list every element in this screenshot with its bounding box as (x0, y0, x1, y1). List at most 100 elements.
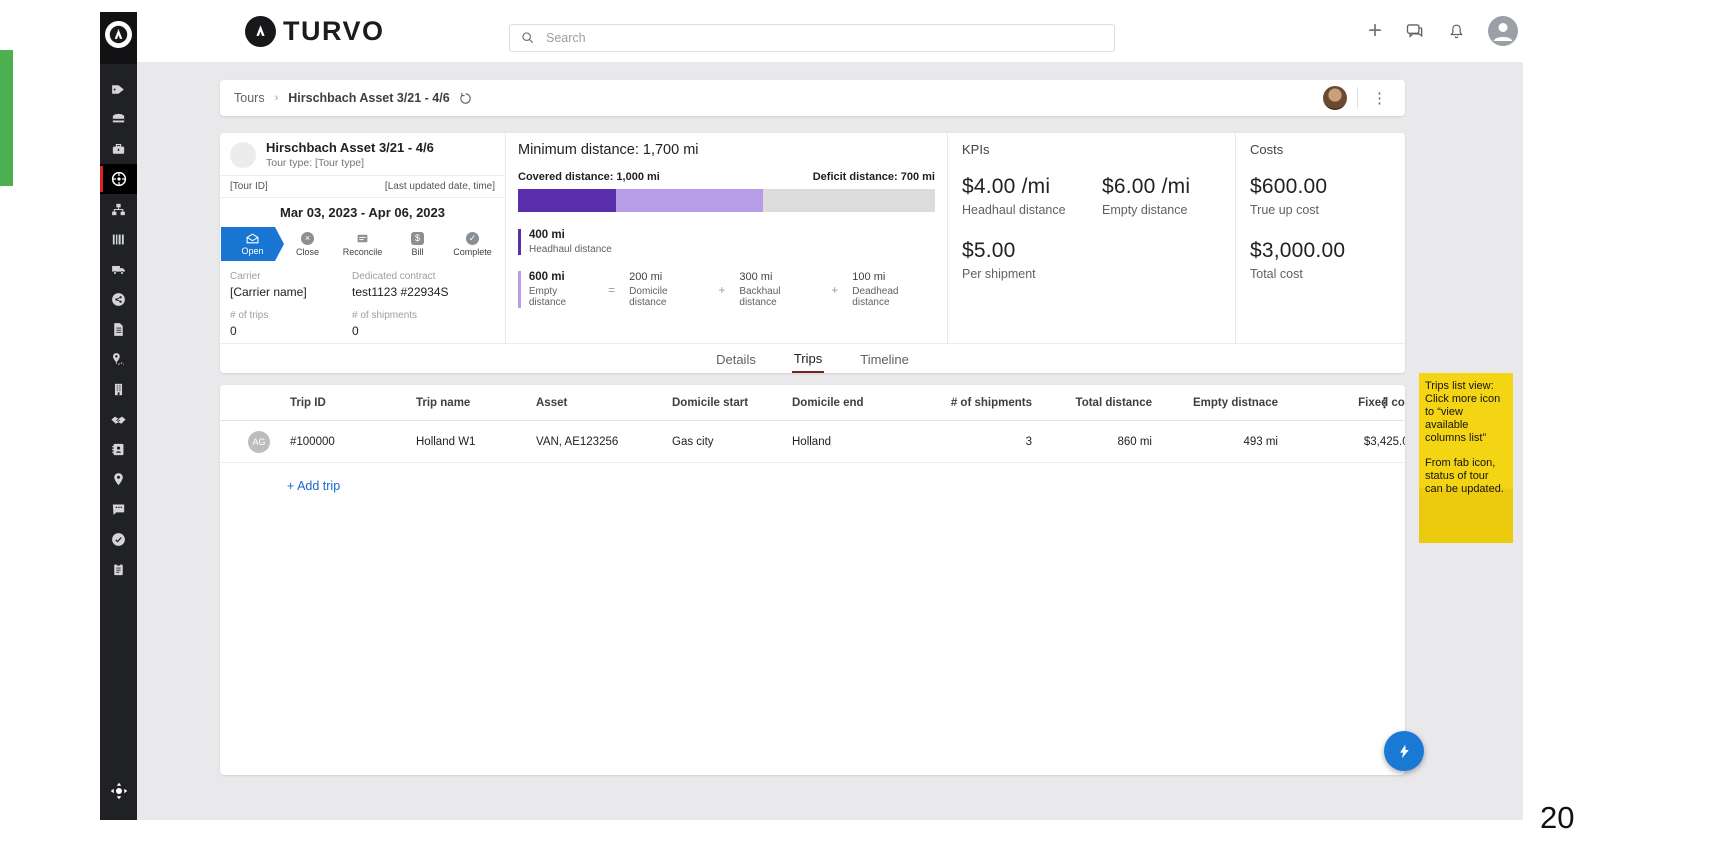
sidebar-item-tours[interactable] (100, 164, 137, 194)
step-close[interactable]: × Close (276, 227, 339, 261)
tab-timeline[interactable]: Timeline (860, 351, 909, 367)
user-avatar[interactable] (1488, 16, 1518, 46)
sidebar-item-truck[interactable] (100, 254, 137, 284)
tour-status-stepper: Open × Close Reconcile $ Bill ✓ Complete (220, 227, 505, 261)
brand-wordmark: TURVO (283, 16, 385, 46)
breadcrumb-tours-link[interactable]: Tours (234, 91, 265, 105)
sidebar-item-tasks[interactable] (100, 524, 137, 554)
backhaul-distance: 300 mi Backhaul distance (739, 271, 781, 308)
col-asset[interactable]: Asset (536, 396, 568, 409)
bell-icon[interactable] (1447, 22, 1466, 41)
deficit-segment (763, 189, 935, 212)
building-icon (114, 383, 123, 395)
chevron-right-icon: › (274, 92, 279, 104)
sidebar-item-barcode[interactable] (100, 224, 137, 254)
domicile-distance: 200 mi Domicile distance (629, 271, 668, 308)
sidebar-item-tag[interactable] (100, 74, 137, 104)
inbox-icon (112, 113, 125, 122)
step-complete[interactable]: ✓ Complete (441, 227, 504, 261)
columns-more-icon[interactable]: ⋮ (1378, 395, 1391, 410)
turvo-logo (245, 16, 276, 47)
step-open[interactable]: Open (221, 227, 284, 261)
tours-icon (111, 171, 126, 187)
barcode-icon (112, 234, 124, 244)
collaborator-avatar[interactable] (1323, 86, 1347, 110)
tour-avatar (230, 141, 256, 168)
contacts-icon (112, 443, 124, 455)
sidebar-item-location[interactable] (100, 464, 137, 494)
plus-sign: + (831, 282, 839, 297)
col-domicile-end[interactable]: Domicile end (792, 396, 864, 409)
person-icon (1493, 23, 1513, 41)
sidebar-item-chat[interactable] (100, 494, 137, 524)
empty-legend-marker (518, 271, 521, 308)
handshake-icon (111, 416, 126, 424)
search-input[interactable] (546, 31, 1104, 45)
sidebar-item-reports[interactable] (100, 554, 137, 584)
divider (1235, 133, 1236, 343)
sidebar-item-sitemap[interactable] (100, 194, 137, 224)
sidebar-item-building[interactable] (100, 374, 137, 404)
green-marker-bar (0, 50, 13, 186)
headhaul-legend-marker (518, 229, 521, 255)
tour-last-updated: [Last updated date, time] (384, 181, 495, 192)
costs-panel: Costs $600.00 True up cost $3,000.00 Tot… (1236, 133, 1405, 343)
cost-true-up: $600.00 True up cost (1250, 175, 1328, 217)
tab-trips[interactable]: Trips (791, 345, 825, 373)
turvo-logo-button[interactable] (105, 21, 132, 48)
plus-icon[interactable]: + (1367, 17, 1382, 44)
col-trip-name[interactable]: Trip name (416, 396, 471, 409)
messages-icon[interactable] (1404, 21, 1425, 42)
tab-details[interactable]: Details (716, 351, 756, 367)
sidebar-item-contacts[interactable] (100, 434, 137, 464)
cell-domicile-end: Holland (792, 435, 831, 448)
sidebar-item-handshake[interactable] (100, 404, 137, 434)
sync-icon[interactable] (458, 91, 473, 106)
dollar-icon: $ (411, 232, 424, 245)
location-pin-icon (114, 472, 123, 485)
check-icon: ✓ (466, 232, 479, 245)
sidebar-item-move[interactable] (100, 776, 137, 806)
cell-empty-distance: 493 mi (1243, 435, 1278, 448)
col-trip-id[interactable]: Trip ID (290, 396, 326, 409)
trips-table-header: Trip ID Trip name Asset Domicile start D… (220, 385, 1405, 421)
route-icon (112, 352, 125, 365)
document-icon (114, 322, 123, 336)
sidebar-item-document[interactable] (100, 314, 137, 344)
reconcile-icon (356, 232, 369, 245)
sidebar-item-briefcase[interactable] (100, 134, 137, 164)
costs-title: Costs (1250, 142, 1284, 157)
search-bar[interactable] (509, 24, 1115, 52)
add-trip-button[interactable]: + Add trip (287, 479, 341, 493)
sidebar-item-share[interactable] (100, 284, 137, 314)
trip-avatar: AG (248, 430, 270, 453)
tour-info-panel: Hirschbach Asset 3/21 - 4/6 Tour type: [… (220, 133, 505, 343)
col-empty-distance[interactable]: Empty distnace (1193, 396, 1278, 409)
tour-id: [Tour ID] (230, 181, 268, 192)
trips-table-card: Trip ID Trip name Asset Domicile start D… (220, 385, 1405, 775)
cell-num-shipments: 3 (1025, 435, 1032, 448)
step-bill[interactable]: $ Bill (386, 227, 449, 261)
sidebar-item-route[interactable] (100, 344, 137, 374)
sidebar-item-inbox[interactable] (100, 104, 137, 134)
fab-status-button[interactable] (1384, 731, 1424, 771)
equals-sign: = (608, 282, 616, 297)
empty-segment (616, 189, 764, 212)
divider (505, 133, 506, 343)
col-total-distance[interactable]: Total distance (1075, 396, 1152, 409)
cell-asset: VAN, AE123256 (536, 435, 619, 448)
note-paragraph-1: Trips list view: Click more icon to “vie… (1425, 380, 1501, 444)
move-icon (110, 782, 127, 800)
step-reconcile[interactable]: Reconcile (331, 227, 394, 261)
lightning-bolt-icon (1399, 744, 1409, 758)
more-menu-icon[interactable]: ⋮ (1372, 90, 1387, 107)
col-fixed-cost[interactable]: Fixed cost (1358, 396, 1405, 409)
col-num-shipments[interactable]: # of shipments (950, 396, 1032, 409)
kpis-title: KPIs (962, 142, 990, 157)
sidebar-logo-area (100, 12, 137, 64)
check-circle-icon (112, 532, 125, 546)
col-domicile-start[interactable]: Domicile start (672, 396, 749, 409)
cell-trip-id: #100000 (290, 435, 335, 448)
table-row[interactable]: AG #100000 Holland W1 VAN, AE123256 Gas … (220, 421, 1405, 463)
breadcrumb-bar: Tours › Hirschbach Asset 3/21 - 4/6 ⋮ (220, 80, 1405, 116)
